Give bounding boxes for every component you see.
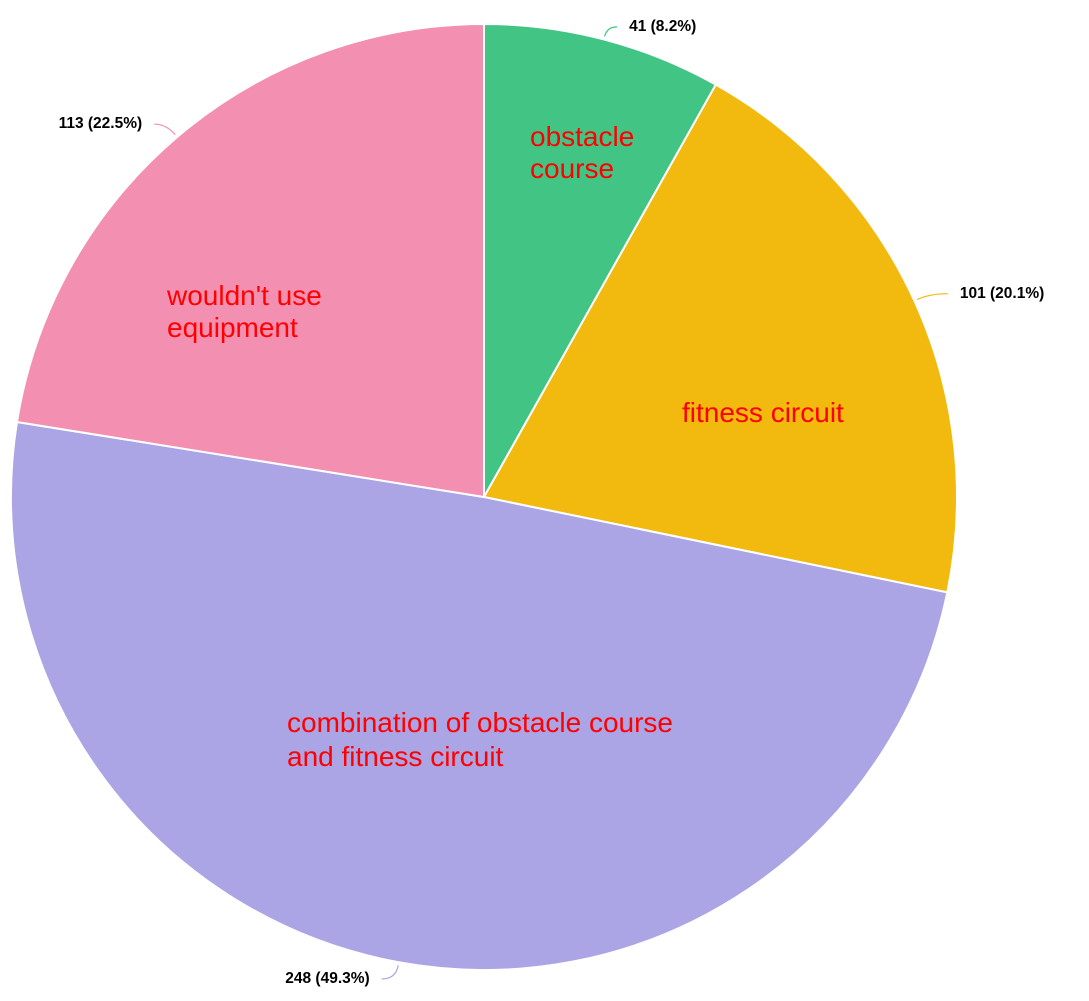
slice-value-label: 101 (20.1%) (960, 285, 1044, 302)
slice-category-label: wouldn't use equipment (166, 280, 322, 343)
labels-layer: 41 (8.2%) obstacle course 101 (20.1%) fitnes… (59, 18, 1045, 987)
slice-value-label: 113 (22.5%) (59, 115, 143, 132)
slice-category-label-line: wouldn't use (166, 280, 322, 311)
slice-category-label-line: course (530, 153, 614, 184)
slice-category-label: fitness circuit (682, 397, 844, 428)
leader-line (603, 26, 618, 37)
slice-category-label: combination of obstacle course and fitnes… (287, 707, 673, 772)
leader-line (381, 965, 399, 980)
leader-line (154, 123, 176, 136)
slice-value-label: 41 (8.2%) (629, 18, 696, 35)
slice-category-label-line: combination of obstacle course (287, 707, 673, 738)
pie-slice (483, 22, 718, 501)
slice-category-label-line: equipment (167, 312, 298, 343)
slice-category-label-line: and fitness circuit (287, 741, 504, 772)
slice-category-label: obstacle course (530, 121, 634, 184)
slice-category-label-line: fitness circuit (682, 397, 844, 428)
leader-lines-layer (154, 26, 948, 980)
slice-category-label-line: obstacle (530, 121, 634, 152)
pie-slice (15, 22, 485, 499)
slice-value-label: 248 (49.3%) (285, 970, 369, 987)
slices-layer (10, 22, 958, 971)
pie-slice (10, 420, 949, 971)
pie-slice (482, 83, 958, 594)
leader-line (916, 293, 948, 301)
